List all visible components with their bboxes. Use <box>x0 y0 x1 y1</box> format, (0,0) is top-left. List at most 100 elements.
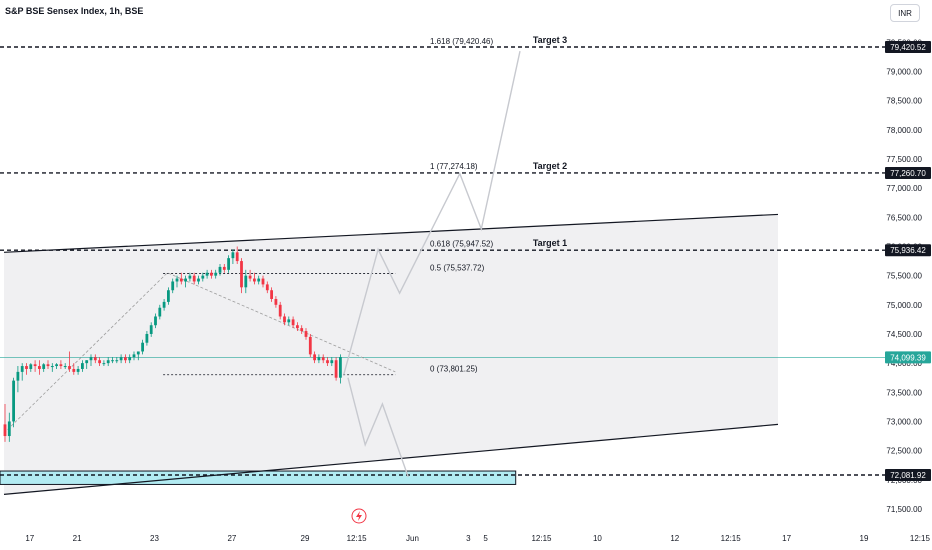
price-badge-label: 79,420.52 <box>890 43 926 52</box>
x-tick-label: 3 <box>466 534 471 543</box>
candle-body <box>72 368 76 372</box>
candle-body <box>304 331 308 337</box>
x-tick-label: 23 <box>150 534 159 543</box>
fib-level-label: 1 (77,274.18) <box>430 162 478 171</box>
candle-body <box>257 278 261 282</box>
candle-body <box>7 421 11 437</box>
candle-body <box>167 290 170 302</box>
candle-body <box>330 360 334 364</box>
candle-body <box>111 360 114 362</box>
price-badge <box>885 166 931 179</box>
candle-body <box>81 363 84 369</box>
fib-level-label: 1.618 (79,420.46) <box>430 37 493 46</box>
candle-body <box>265 284 269 291</box>
candle-body <box>283 316 286 323</box>
x-tick-label: Jun <box>406 534 419 543</box>
channel-fill <box>4 214 778 495</box>
fib-level-label: 0.5 (75,537.72) <box>430 263 485 272</box>
candle-body <box>20 366 24 372</box>
fib-level-label: 0.618 (75,947.52) <box>430 240 493 249</box>
candle-body <box>231 252 235 259</box>
candle-body <box>141 342 144 352</box>
candle-body <box>326 360 329 364</box>
candle-body <box>85 360 89 364</box>
candle-body <box>154 316 157 326</box>
candle-body <box>98 360 101 364</box>
candle-body <box>278 304 282 317</box>
projection-path <box>343 50 521 375</box>
symbol-title[interactable]: S&P BSE Sensex Index, 1h, BSE <box>5 6 144 16</box>
candle-body <box>291 319 295 326</box>
x-tick-label: 17 <box>782 534 791 543</box>
candle-body <box>296 325 299 329</box>
projection-path <box>347 377 409 478</box>
candle-body <box>29 364 33 369</box>
candle-body <box>214 272 218 276</box>
candle-body <box>197 278 200 282</box>
candle-body <box>287 319 291 323</box>
candle-body <box>274 298 278 305</box>
candle-body <box>136 351 140 355</box>
candle-body <box>248 275 252 279</box>
y-tick-label: 75,000.00 <box>886 301 922 310</box>
candle-body <box>184 278 187 282</box>
candle-body <box>218 266 222 273</box>
lightning-icon-bolt <box>356 511 362 521</box>
candle-body <box>321 357 325 361</box>
candle-body <box>188 275 192 279</box>
candle-body <box>102 363 106 365</box>
x-tick-label: 5 <box>483 534 488 543</box>
candle-body <box>46 364 50 367</box>
price-badge <box>885 244 931 257</box>
price-badge-label: 77,260.70 <box>890 169 926 178</box>
candle-body <box>235 252 239 262</box>
candle-body <box>179 278 183 282</box>
candle-body <box>63 366 67 368</box>
candle-body <box>12 380 15 422</box>
support-zone <box>0 470 517 485</box>
price-badge-label: 75,936.42 <box>890 246 926 255</box>
target-label: Target 1 <box>533 238 567 248</box>
price-badge-label: 72,081.92 <box>890 471 926 480</box>
candle-body <box>222 266 226 270</box>
candle-body <box>76 368 80 372</box>
x-tick-label: 21 <box>73 534 82 543</box>
y-tick-label: 78,000.00 <box>886 126 922 135</box>
channel-lower-line <box>3 423 779 495</box>
x-tick-label: 12:15 <box>347 534 368 543</box>
candle-body <box>308 336 312 355</box>
lightning-icon <box>351 508 367 524</box>
y-tick-label: 77,500.00 <box>886 155 922 164</box>
candle-body <box>149 325 153 334</box>
price-badge <box>885 41 931 53</box>
y-tick-label: 73,000.00 <box>886 417 922 426</box>
x-tick-label: 19 <box>860 534 869 543</box>
candle-body <box>93 357 97 361</box>
currency-button[interactable]: INR <box>890 4 920 22</box>
candle-body <box>171 281 175 291</box>
candle-body <box>210 272 213 276</box>
candle-body <box>175 278 179 282</box>
fib-trend-line <box>3 272 396 434</box>
x-tick-label: 10 <box>593 534 602 543</box>
target-label: Target 3 <box>533 35 567 45</box>
y-tick-label: 79,000.00 <box>886 68 922 77</box>
y-tick-label: 73,500.00 <box>886 388 922 397</box>
y-tick-label: 76,500.00 <box>886 213 922 222</box>
candle-body <box>89 357 93 361</box>
x-tick-label: 17 <box>25 534 34 543</box>
candle-body <box>240 261 243 288</box>
target-label: Target 2 <box>533 161 567 171</box>
candle-body <box>261 278 265 285</box>
candle-body <box>119 357 123 361</box>
y-tick-label: 72,500.00 <box>886 447 922 456</box>
candle-body <box>253 278 256 282</box>
channel-upper-line <box>3 213 779 253</box>
candle-body <box>317 357 321 361</box>
candle-body <box>33 364 37 367</box>
candle-body <box>192 275 196 282</box>
candle-body <box>227 258 230 270</box>
fib-level-label: 0 (73,801.25) <box>430 365 478 374</box>
